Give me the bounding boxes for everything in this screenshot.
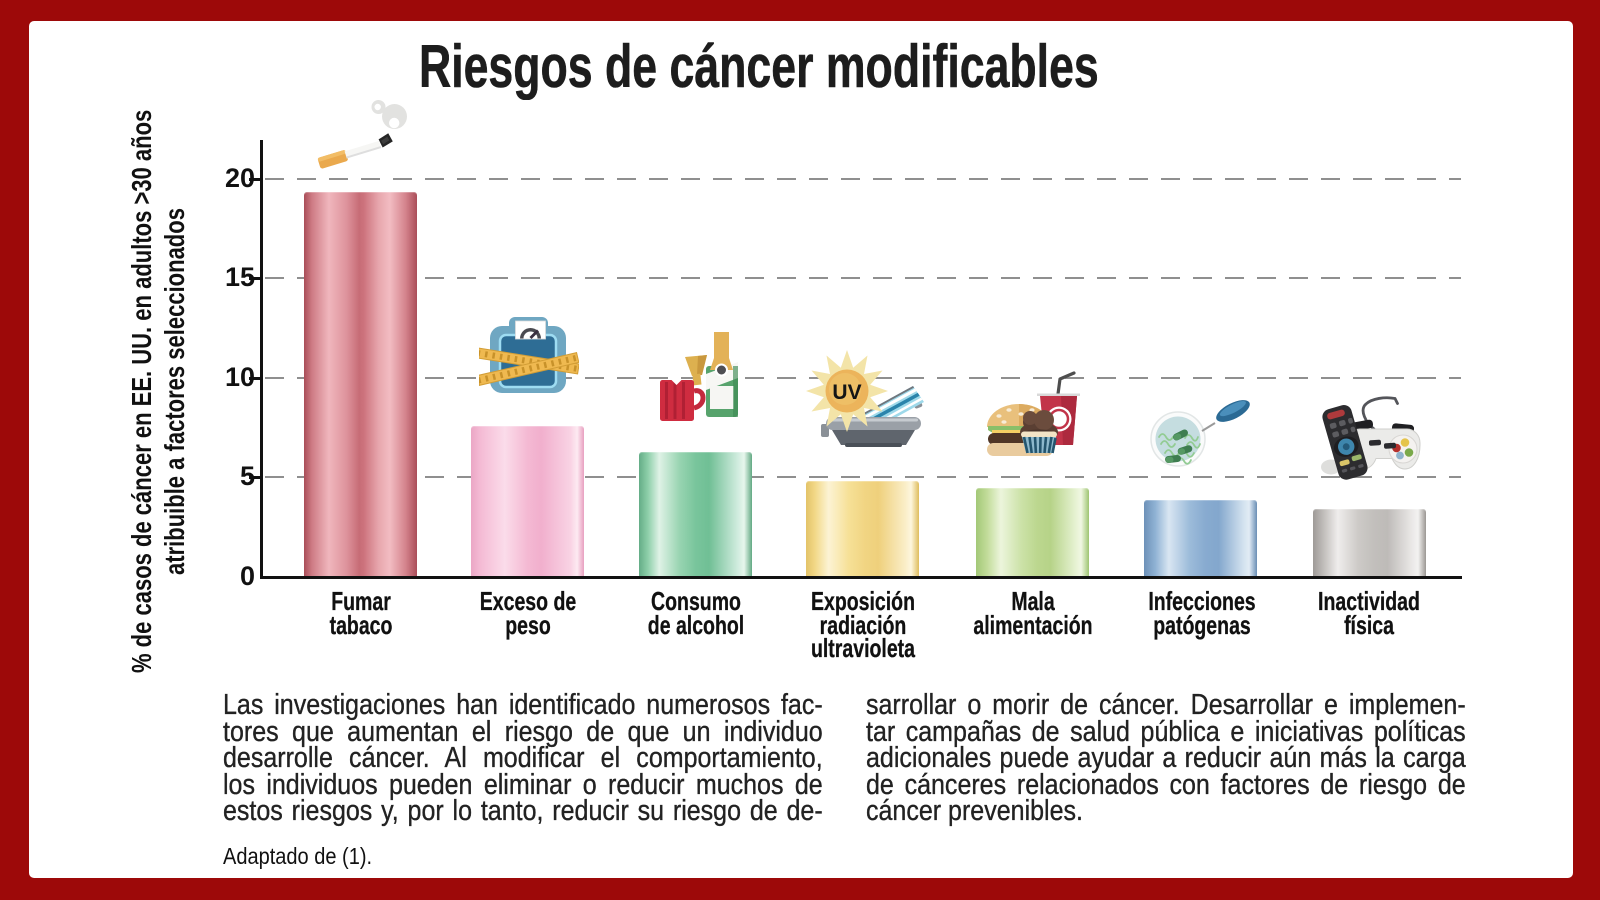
svg-text:UV: UV xyxy=(832,381,861,404)
